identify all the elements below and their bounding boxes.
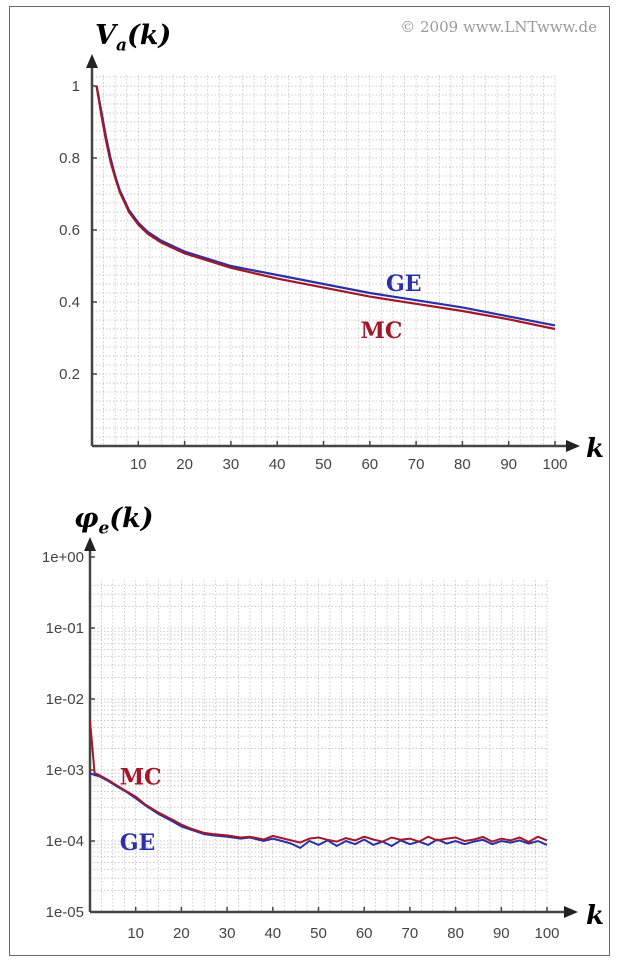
bottom-x-tick-label: 10 <box>127 925 144 942</box>
figure-border <box>9 6 610 956</box>
bottom-x-tick-label: 60 <box>356 925 373 942</box>
top-y-subscript: a <box>115 35 127 56</box>
top-legend-ge: GE <box>386 271 422 297</box>
bottom-y-tick-label: 1e-03 <box>46 762 84 779</box>
top-x-tick-label: 30 <box>223 456 240 473</box>
top-x-tick-label: 40 <box>269 456 286 473</box>
top-y-tick-label: 0.2 <box>59 366 80 383</box>
top-x-tick-label: 80 <box>454 456 471 473</box>
top-y-tick-label: 0.6 <box>59 222 80 239</box>
bottom-y-symbol: φ <box>74 503 99 534</box>
bottom-x-tick-label: 20 <box>173 925 190 942</box>
top-series-mc <box>95 85 556 331</box>
top-legend-mc: MC <box>361 318 403 344</box>
bottom-y-tick-label: 1e-01 <box>46 620 84 637</box>
top-series-ge <box>95 85 556 327</box>
bottom-series-mc <box>89 720 548 844</box>
top-y-axis-arrow <box>86 54 98 68</box>
top-y-tick-label: 0.8 <box>59 150 80 167</box>
bottom-x-tick-label: 100 <box>534 925 559 942</box>
bottom-x-tick-label: 30 <box>219 925 236 942</box>
top-x-tick-label: 70 <box>408 456 425 473</box>
top-y-symbol: V <box>95 20 116 51</box>
bottom-y-suffix: (k) <box>109 503 154 534</box>
bottom-y-tick-label: 1e-02 <box>46 691 84 708</box>
bottom-x-tick-label: 80 <box>447 925 464 942</box>
top-y-suffix: (k) <box>126 20 172 51</box>
bottom-x-tick-label: 40 <box>264 925 281 942</box>
top-x-tick-label: 10 <box>130 456 147 473</box>
top-x-axis-arrow <box>566 440 580 452</box>
bottom-y-tick-label: 1e-04 <box>46 833 84 850</box>
bottom-y-tick-label: 1e+00 <box>42 549 84 566</box>
bottom-chart-x-label: k <box>586 901 605 931</box>
bottom-x-tick-label: 90 <box>493 925 510 942</box>
bottom-x-tick-label: 50 <box>310 925 327 942</box>
bottom-y-axis-arrow <box>84 537 96 551</box>
top-x-tick-label: 50 <box>315 456 332 473</box>
top-y-tick-label: 0.4 <box>59 294 80 311</box>
top-chart-y-label: Va(k) <box>95 20 171 55</box>
bottom-legend-ge: GE <box>120 830 156 856</box>
copyright-notice: © 2009 www.LNTwww.de <box>400 18 597 36</box>
top-x-tick-label: 20 <box>176 456 193 473</box>
top-x-tick-label: 60 <box>361 456 378 473</box>
bottom-x-tick-label: 70 <box>402 925 419 942</box>
top-x-tick-label: 90 <box>500 456 517 473</box>
bottom-y-tick-label: 1e-05 <box>46 904 84 921</box>
bottom-y-subscript: e <box>98 518 110 539</box>
bottom-chart-y-label: φe(k) <box>74 503 154 538</box>
top-chart-x-label: k <box>586 434 605 464</box>
top-y-tick-label: 1 <box>72 78 80 95</box>
bottom-x-axis-arrow <box>564 906 578 918</box>
top-x-tick-label: 100 <box>542 456 567 473</box>
bottom-legend-mc: MC <box>120 765 162 791</box>
